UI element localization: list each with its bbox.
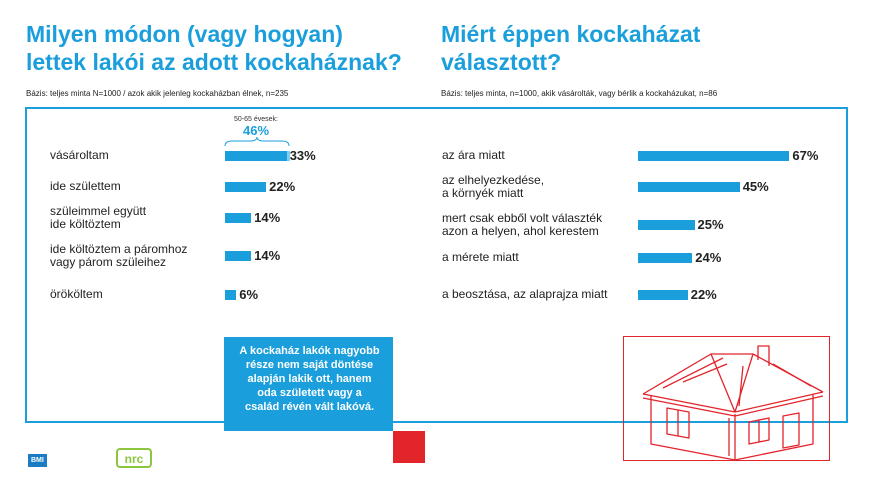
value-label: 24% — [695, 250, 722, 265]
callout-line-5: család révén vált lakóvá. — [244, 401, 375, 413]
category-label-line: a mérete miatt — [442, 250, 519, 264]
category-label: örököltem — [50, 288, 103, 301]
nrc-logo: nrc — [116, 448, 152, 468]
value-label: 45% — [742, 179, 769, 194]
category-label-line: a környék miatt — [442, 186, 524, 200]
right-title-line-1: Miért éppen kockaházat — [441, 21, 701, 47]
value-label: 25% — [697, 217, 724, 232]
age-annotation-value: 46% — [242, 123, 270, 138]
value-label: 22% — [690, 287, 717, 302]
category-label-line: ide költöztem — [50, 217, 121, 231]
value-label: 6% — [239, 287, 259, 302]
left-title-line-1: Milyen módon (vagy hogyan) — [26, 21, 343, 47]
house-icon — [642, 345, 824, 461]
value-label: 33% — [289, 148, 316, 163]
category-label-line: örököltem — [50, 287, 103, 301]
bar — [225, 213, 252, 223]
bar — [225, 290, 237, 300]
callout-box: A kockaház lakók nagyobb része nem saját… — [224, 337, 393, 431]
category-label-line: szüleimmel együtt — [50, 204, 147, 218]
bar — [638, 290, 688, 300]
category-label: ide születtem — [50, 180, 121, 193]
category-label-line: azon a helyen, ahol kerestem — [442, 224, 599, 238]
callout-line-3: alapján lakik ott, hanem — [247, 373, 372, 385]
category-label: az ára miatt — [442, 149, 505, 162]
red-accent-square — [393, 431, 425, 463]
bmi-badge: BMI — [28, 454, 47, 467]
bar — [225, 251, 252, 261]
category-label-line: vásároltam — [50, 148, 109, 162]
bar — [638, 151, 790, 161]
category-label-line: az ára miatt — [442, 148, 505, 162]
category-label: szüleimmel együtt ide költöztem — [50, 205, 146, 231]
value-label: 67% — [792, 148, 819, 163]
value-label: 14% — [254, 210, 281, 225]
age-annotation: 50-65 évesek: 46% — [224, 115, 288, 138]
bar — [638, 253, 693, 263]
left-title-line-2: lettek lakói az adott kockaháznak? — [26, 49, 402, 75]
category-label: az elhelyezkedése, a környék miatt — [442, 174, 544, 200]
chart-frame — [25, 107, 848, 423]
value-label: 22% — [269, 179, 296, 194]
category-label: a beosztása, az alaprajza miatt — [442, 288, 607, 301]
category-label-line: ide költöztem a páromhoz — [50, 242, 188, 256]
bar — [225, 182, 267, 192]
category-label: a mérete miatt — [442, 251, 519, 264]
age-annotation-label: 50-65 évesek: — [234, 116, 278, 123]
bar — [225, 151, 287, 161]
right-title-line-2: választott? — [441, 49, 562, 75]
bar — [638, 220, 695, 230]
bar — [638, 182, 740, 192]
category-label-line: ide születtem — [50, 179, 121, 193]
callout-line-4: oda született vagy a — [257, 387, 362, 399]
callout-line-1: A kockaház lakók nagyobb — [239, 345, 380, 357]
left-basis: Bázis: teljes minta N=1000 / azok akik j… — [26, 89, 289, 98]
age-annotation-brace — [224, 137, 290, 147]
category-label-line: vagy párom szüleihez — [50, 255, 167, 269]
category-label: mert csak ebből volt választék azon a hel… — [442, 212, 602, 238]
category-label-line: az elhelyezkedése, — [442, 173, 545, 187]
right-basis: Bázis: teljes minta, n=1000, akik vásáro… — [441, 89, 718, 98]
left-title: Milyen módon (vagy hogyan) lettek lakói … — [26, 20, 426, 76]
house-illustration-frame — [623, 336, 830, 461]
category-label: ide költöztem a páromhoz vagy párom szüle… — [50, 243, 187, 269]
category-label-line: a beosztása, az alaprajza miatt — [442, 287, 608, 301]
bmi-bramac-logo: BMI — [28, 454, 50, 467]
category-label-line: mert csak ebből volt választék — [442, 211, 603, 225]
callout-line-2: része nem saját döntése — [245, 359, 374, 371]
right-title: Miért éppen kockaházat választott? — [441, 20, 841, 76]
value-label: 14% — [254, 248, 281, 263]
category-label: vásároltam — [50, 149, 109, 162]
nrc-text: nrc — [124, 452, 144, 466]
